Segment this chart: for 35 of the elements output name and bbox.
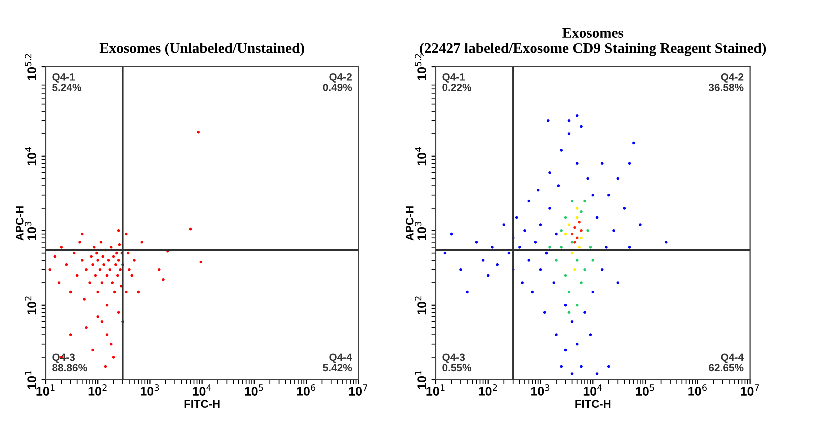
x-tick-label: 10$^{3}$ bbox=[532, 384, 550, 396]
x-tick-label: 10$^{6}$ bbox=[297, 384, 316, 396]
y-tick-label: 10$^{4}$ bbox=[25, 147, 36, 166]
x-tick-label: 10$^{2}$ bbox=[479, 384, 498, 396]
y-tick-label: 10$^{2}$ bbox=[415, 296, 426, 315]
annotation: Q4-3 88.86% bbox=[52, 354, 88, 372]
annotation: Q4-4 5.42% bbox=[323, 354, 352, 372]
annotation: Q4-3 0.55% bbox=[442, 354, 472, 372]
y-tick-label: 10$^{5.2}$ bbox=[25, 54, 36, 80]
y-tick-label: 10$^{4}$ bbox=[415, 147, 426, 166]
x-tick-label: 10$^{1}$ bbox=[36, 384, 55, 396]
chart-title: Exosomes (Unlabeled/Unstained) bbox=[100, 42, 304, 56]
y-tick-label: 10$^{3}$ bbox=[415, 222, 426, 240]
y-tick-label: 10$^{3}$ bbox=[25, 222, 36, 240]
x-tick-label: 10$^{4}$ bbox=[193, 384, 212, 396]
y-axis-title: APC-H bbox=[16, 206, 24, 241]
x-tick-label: 10$^{3}$ bbox=[140, 384, 160, 396]
x-tick-label: 10$^{5}$ bbox=[636, 384, 654, 396]
x-tick-label: 10$^{1}$ bbox=[426, 384, 445, 396]
annotation: Q4-2 36.58% bbox=[708, 74, 744, 92]
annotation: Q4-1 5.24% bbox=[52, 74, 82, 92]
annotation: Q4-4 62.65% bbox=[709, 354, 744, 372]
annotation: Q4-1 0.22% bbox=[442, 74, 472, 92]
chart-title: Exosomes (22427 labeled/Exosome CD9 Staining Reagent Stained) bbox=[420, 28, 766, 56]
x-tick-label: 10$^{4}$ bbox=[584, 384, 602, 396]
x-axis-title: FITC-H bbox=[184, 400, 220, 408]
x-tick-label: 10$^{6}$ bbox=[688, 384, 707, 396]
y-axis-title: APC-H bbox=[406, 206, 414, 241]
x-tick-label: 10$^{7}$ bbox=[349, 384, 368, 396]
x-tick-label: 10$^{2}$ bbox=[88, 384, 107, 396]
x-tick-label: 10$^{5}$ bbox=[245, 384, 264, 396]
x-tick-label: 10$^{7}$ bbox=[741, 384, 760, 396]
x-axis-title: FITC-H bbox=[576, 400, 611, 408]
annotation: Q4-2 0.49% bbox=[323, 74, 352, 92]
y-tick-label: 10$^{2}$ bbox=[25, 296, 36, 315]
